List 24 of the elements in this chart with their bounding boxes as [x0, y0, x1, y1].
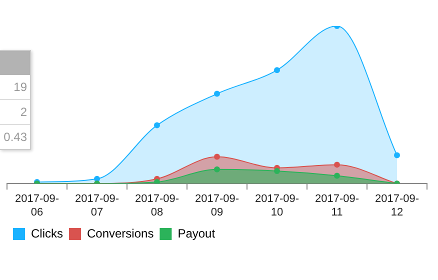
x-tick-label: 2017-09-09	[194, 193, 240, 218]
point	[214, 166, 220, 172]
x-tick-label: 2017-09-07	[74, 193, 120, 218]
tooltip-box: 19 2 0.43	[0, 50, 31, 150]
x-tick-label: 2017-09-12	[374, 193, 420, 218]
point	[214, 154, 220, 160]
point	[394, 152, 400, 158]
point	[334, 172, 340, 179]
point	[214, 90, 220, 97]
point	[154, 122, 160, 128]
x-tick-label: 2017-09-10	[254, 193, 300, 218]
x-tick-label: 2017-09-11	[314, 193, 360, 218]
legend-label: Clicks	[31, 226, 63, 240]
annotation: 19	[12, 79, 28, 96]
point	[274, 168, 280, 174]
point	[334, 162, 340, 168]
point	[274, 67, 280, 74]
annotation: 0.43	[0, 124, 30, 149]
annotation: 2	[0, 99, 30, 124]
point	[154, 179, 160, 184]
legend-label: Payout	[178, 226, 216, 240]
x-tick-label: 2017-09-06	[14, 193, 60, 218]
x-tick-label: 2017-09-08	[134, 193, 180, 218]
legend-label: Conversions	[87, 226, 154, 240]
